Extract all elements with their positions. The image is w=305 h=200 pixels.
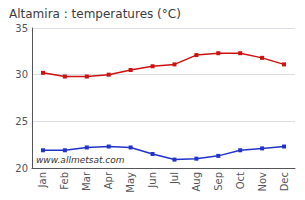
svg-text:Apr: Apr bbox=[103, 171, 114, 189]
svg-text:Sep: Sep bbox=[213, 172, 224, 191]
svg-text:www.allmetsat.com: www.allmetsat.com bbox=[36, 155, 125, 165]
svg-text:Jun: Jun bbox=[147, 172, 158, 189]
svg-text:Jan: Jan bbox=[37, 172, 48, 188]
svg-text:Jul: Jul bbox=[169, 172, 180, 185]
svg-text:35: 35 bbox=[15, 23, 28, 34]
svg-text:Mar: Mar bbox=[81, 171, 92, 191]
svg-text:Aug: Aug bbox=[191, 172, 202, 192]
svg-text:20: 20 bbox=[15, 163, 28, 174]
svg-text:25: 25 bbox=[15, 116, 28, 127]
svg-text:Nov: Nov bbox=[257, 172, 268, 192]
svg-text:Altamira : temperatures (°C): Altamira : temperatures (°C) bbox=[9, 7, 181, 21]
svg-text:Oct: Oct bbox=[235, 172, 246, 189]
svg-text:30: 30 bbox=[15, 69, 28, 80]
svg-text:Dec: Dec bbox=[279, 172, 290, 191]
svg-text:Feb: Feb bbox=[59, 172, 70, 190]
svg-text:May: May bbox=[125, 172, 136, 193]
